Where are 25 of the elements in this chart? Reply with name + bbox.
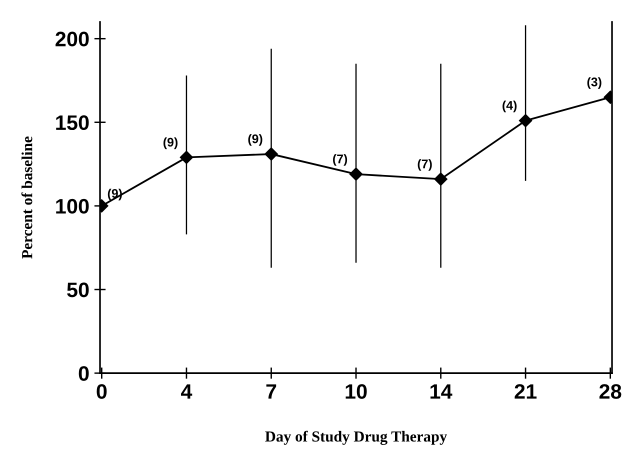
y-tick-label: 100 xyxy=(56,198,89,214)
x-axis-title: Day of Study Drug Therapy xyxy=(265,430,447,445)
annotation: (7) xyxy=(333,154,348,166)
point xyxy=(518,114,532,128)
annotation: (3) xyxy=(587,77,602,89)
x-tick-label: 0 xyxy=(96,384,107,399)
annotation: (9) xyxy=(163,137,178,150)
point xyxy=(434,172,448,186)
annotation: (4) xyxy=(502,100,517,112)
annotation: (7) xyxy=(418,159,432,171)
point xyxy=(180,150,194,164)
point xyxy=(349,168,363,181)
x-tick-label: 21 xyxy=(514,384,537,399)
point xyxy=(264,147,278,161)
annotation: (9) xyxy=(248,134,262,146)
x-tick-label: 28 xyxy=(599,384,622,399)
y-tick-label: 200 xyxy=(56,32,89,46)
y-tick-label: 0 xyxy=(78,366,89,381)
y-tick-label: 150 xyxy=(56,115,89,130)
y-tick-label: 50 xyxy=(67,282,89,298)
x-tick-label: 10 xyxy=(346,384,367,399)
y-axis-title: Percent of baseline xyxy=(21,136,32,259)
x-tick-label: 14 xyxy=(430,384,452,399)
x-tick-label: 4 xyxy=(181,384,192,399)
x-tick-label: 7 xyxy=(266,384,276,399)
